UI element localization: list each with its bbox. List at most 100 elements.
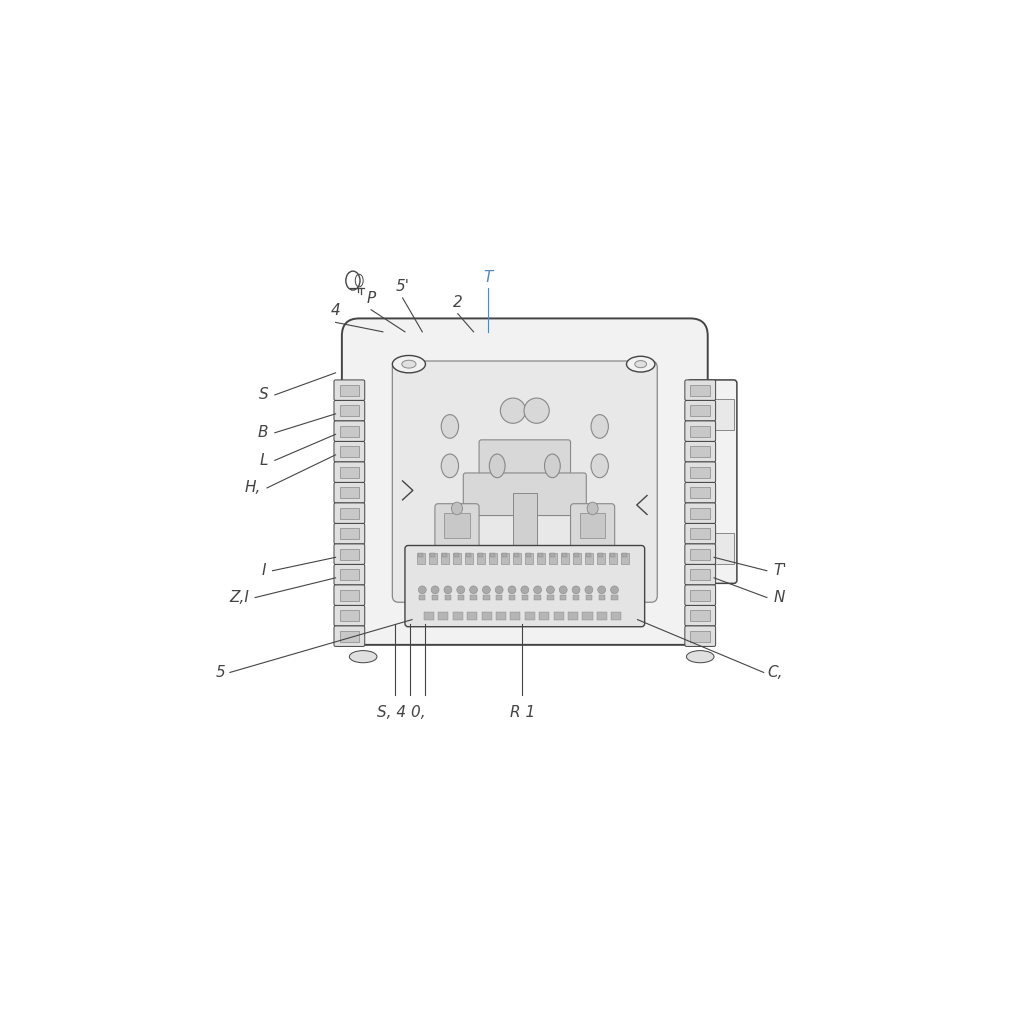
FancyBboxPatch shape	[570, 504, 614, 548]
Bar	[340, 569, 359, 581]
Text: H,: H,	[245, 480, 261, 496]
Bar	[501, 553, 509, 564]
Bar	[554, 611, 564, 620]
Bar	[340, 528, 359, 540]
Text: I: I	[262, 563, 266, 579]
Bar	[483, 595, 489, 600]
Ellipse shape	[452, 502, 463, 515]
Bar	[340, 549, 359, 560]
Text: T: T	[483, 269, 493, 285]
FancyBboxPatch shape	[334, 564, 365, 585]
Bar	[509, 595, 515, 600]
Text: 2: 2	[453, 295, 463, 309]
Bar	[583, 611, 593, 620]
Ellipse shape	[591, 454, 608, 477]
Bar	[611, 595, 617, 600]
Bar	[562, 553, 567, 557]
Bar	[690, 590, 710, 601]
FancyBboxPatch shape	[392, 361, 657, 602]
Circle shape	[457, 586, 465, 594]
Circle shape	[598, 586, 605, 594]
FancyBboxPatch shape	[334, 421, 365, 441]
Bar	[453, 553, 461, 564]
Bar	[572, 595, 580, 600]
Bar	[690, 549, 710, 560]
Bar	[690, 508, 710, 519]
Bar	[340, 406, 359, 416]
Bar	[429, 553, 436, 564]
Bar	[481, 611, 492, 620]
Bar	[702, 399, 734, 430]
Bar	[417, 553, 425, 564]
FancyBboxPatch shape	[685, 523, 716, 544]
Bar	[442, 553, 447, 557]
Bar	[340, 467, 359, 478]
Bar	[458, 595, 464, 600]
Bar	[598, 553, 603, 557]
FancyBboxPatch shape	[685, 421, 716, 441]
Bar	[438, 611, 449, 620]
Text: 4: 4	[331, 303, 340, 318]
Ellipse shape	[489, 454, 505, 477]
Bar	[690, 610, 710, 622]
Bar	[419, 595, 425, 600]
FancyBboxPatch shape	[685, 585, 716, 605]
Bar	[477, 553, 484, 564]
Bar	[586, 595, 592, 600]
Bar	[537, 553, 545, 564]
Text: C,: C,	[768, 665, 783, 680]
Circle shape	[534, 586, 542, 594]
Bar	[454, 553, 460, 557]
Circle shape	[431, 586, 439, 594]
Bar	[690, 385, 710, 395]
Bar	[610, 553, 615, 557]
FancyBboxPatch shape	[334, 441, 365, 462]
Bar	[540, 611, 549, 620]
Text: T': T'	[773, 563, 786, 579]
Bar	[690, 569, 710, 581]
Bar	[444, 513, 470, 539]
Bar	[526, 553, 531, 557]
Text: L: L	[260, 453, 268, 468]
FancyBboxPatch shape	[334, 462, 365, 482]
Circle shape	[521, 586, 528, 594]
Circle shape	[585, 586, 593, 594]
FancyBboxPatch shape	[435, 504, 479, 548]
Bar	[598, 595, 605, 600]
FancyBboxPatch shape	[685, 626, 716, 646]
Bar	[521, 595, 528, 600]
Bar	[340, 426, 359, 436]
Bar	[496, 595, 503, 600]
FancyBboxPatch shape	[685, 462, 716, 482]
Ellipse shape	[686, 650, 714, 663]
FancyBboxPatch shape	[685, 441, 716, 462]
Bar	[690, 467, 710, 478]
Bar	[690, 426, 710, 436]
Bar	[340, 487, 359, 499]
Bar	[585, 553, 593, 564]
Bar	[514, 553, 519, 557]
Bar	[621, 553, 629, 564]
Bar	[690, 631, 710, 642]
Bar	[513, 553, 520, 564]
Bar	[418, 553, 423, 557]
Bar	[466, 553, 471, 557]
Bar	[550, 553, 555, 557]
Circle shape	[547, 586, 554, 594]
FancyBboxPatch shape	[685, 503, 716, 523]
Circle shape	[419, 586, 426, 594]
Bar	[568, 611, 579, 620]
Bar	[488, 553, 497, 564]
Bar	[597, 553, 604, 564]
Circle shape	[444, 586, 452, 594]
Bar	[440, 553, 449, 564]
Bar	[453, 611, 463, 620]
Ellipse shape	[545, 454, 560, 477]
Bar	[702, 532, 734, 564]
Text: R 1: R 1	[510, 705, 536, 720]
FancyBboxPatch shape	[334, 605, 365, 626]
Text: Z,I: Z,I	[229, 590, 249, 605]
Bar	[340, 590, 359, 601]
FancyBboxPatch shape	[334, 585, 365, 605]
Ellipse shape	[441, 454, 459, 477]
